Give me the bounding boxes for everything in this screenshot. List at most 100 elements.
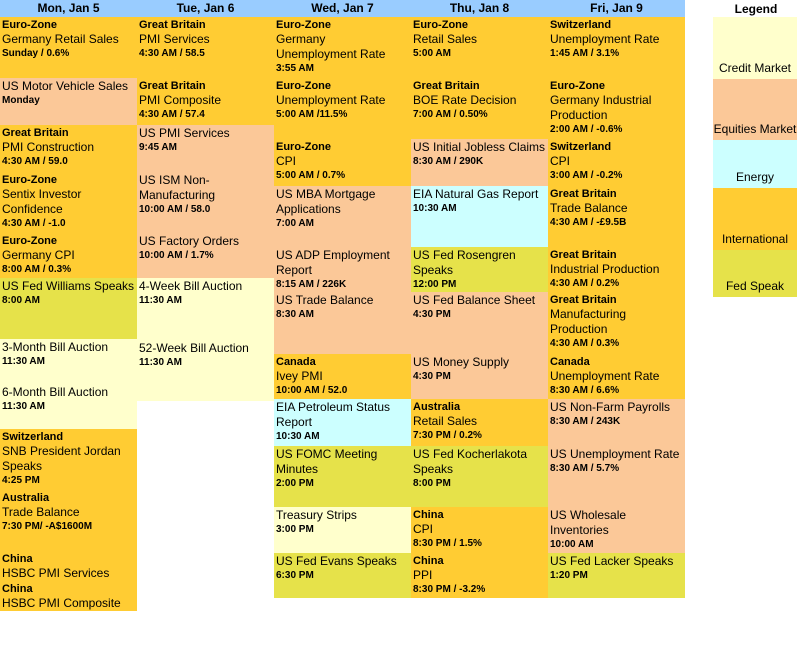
- event-detail: 4:30 AM / 58.5: [139, 48, 205, 59]
- event-title: Trade Balance: [550, 201, 628, 215]
- event-detail: 3:00 AM / -0.2%: [550, 170, 623, 181]
- event-detail: 1:45 AM / 3.1%: [550, 48, 620, 59]
- event-title: CPI: [550, 154, 571, 168]
- event-pmi-construction: Great Britain PMI Construction 4:30 AM / 5…: [0, 125, 137, 172]
- event-country: Euro-Zone: [2, 235, 57, 247]
- day-column-thu: Euro-Zone Retail Sales 5:00 AM Great Britai…: [411, 17, 548, 598]
- event-title: 3-Month Bill Auction: [2, 340, 109, 354]
- event-title: HSBC PMI Services: [2, 566, 110, 580]
- event-title: Unemployment Rate: [276, 93, 386, 107]
- event-us-fed-williams-speaks: US Fed Williams Speaks 8:00 AM: [0, 278, 137, 339]
- event-title: 4-Week Bill Auction: [139, 279, 243, 293]
- event-detail: 3:55 AM: [276, 63, 314, 74]
- legend-title: Legend: [734, 2, 778, 16]
- event-title: US ADP Employment Report: [276, 248, 390, 277]
- event-detail: 4:30 AM / 59.0: [2, 156, 68, 167]
- event-manufacturing-production: Great Britain Manufacturing Production 4:3…: [548, 292, 685, 354]
- event-3-month-bill-auction: 3-Month Bill Auction 11:30 AM: [0, 339, 137, 384]
- event-detail: 4:30 AM / -£9.5B: [550, 217, 627, 228]
- event-title: EIA Natural Gas Report: [413, 187, 539, 201]
- event-country: Great Britain: [139, 19, 206, 31]
- event-title: US Unemployment Rate: [550, 447, 680, 461]
- event-detail: 5:00 AM /11.5%: [276, 109, 348, 120]
- event-detail: 11:30 AM: [139, 295, 182, 306]
- event-detail: 2:00 PM: [276, 478, 314, 489]
- event-detail: 8:00 AM: [2, 295, 40, 306]
- event-us-wholesale-inventories: US Wholesale Inventories 10:00 AM: [548, 507, 685, 553]
- event-country: Great Britain: [550, 294, 617, 306]
- event-detail: 8:00 PM: [413, 478, 451, 489]
- event-country: Switzerland: [550, 19, 612, 31]
- event-title: US Fed Lacker Speaks: [550, 554, 674, 568]
- event-detail: 8:30 PM / 1.5%: [413, 538, 482, 549]
- event-detail: 11:30 AM: [139, 357, 182, 368]
- event-title: US MBA Mortgage Applications: [276, 187, 376, 216]
- event-pmi-composite: Great Britain PMI Composite 4:30 AM / 57.4: [137, 78, 274, 125]
- legend-fed-speak: Fed Speak: [713, 250, 797, 297]
- event-unemployment-rate: Euro-Zone Unemployment Rate 5:00 AM /11.5%: [274, 78, 411, 139]
- event-germany-unemployment-rate: Euro-Zone Germany Unemployment Rate 3:55 A…: [274, 17, 411, 78]
- event-title: Germany Unemployment Rate: [276, 32, 386, 61]
- event-trade-balance: Australia Trade Balance 7:30 PM/ -A$1600M: [0, 490, 137, 551]
- event-detail: 8:30 AM: [276, 309, 314, 320]
- event-title: Unemployment Rate: [550, 32, 660, 46]
- event-us-fed-balance-sheet: US Fed Balance Sheet 4:30 PM: [411, 292, 548, 354]
- event-detail: 4:30 PM: [413, 371, 451, 382]
- event-detail: 10:30 AM: [413, 203, 457, 214]
- event-country: Great Britain: [139, 80, 206, 92]
- legend-energy: Energy: [713, 140, 797, 188]
- day-header-thu: Thu, Jan 8: [411, 0, 548, 17]
- event-treasury-strips: Treasury Strips 3:00 PM: [274, 507, 411, 553]
- event-title: Industrial Production: [550, 262, 660, 276]
- event-title: PMI Composite: [139, 93, 222, 107]
- event-us-trade-balance: US Trade Balance 8:30 AM: [274, 292, 411, 354]
- event-detail: 4:30 AM / 57.4: [139, 109, 205, 120]
- event-germany-cpi: Euro-Zone Germany CPI 8:00 AM / 0.3%: [0, 233, 137, 278]
- event-title: US Factory Orders: [139, 234, 240, 248]
- event-country: Great Britain: [2, 127, 69, 139]
- event-eia-petroleum-status-report: EIA Petroleum Status Report 10:30 AM: [274, 399, 411, 446]
- event-title: Treasury Strips: [276, 508, 357, 522]
- event-title: PPI: [413, 568, 433, 582]
- event-detail: 12:00 PM: [413, 279, 457, 290]
- event-detail: Monday: [2, 95, 40, 106]
- event-title: US Money Supply: [413, 355, 510, 369]
- event-country: Euro-Zone: [2, 19, 57, 31]
- event-title: Germany Retail Sales: [2, 32, 119, 46]
- event-country: Euro-Zone: [550, 80, 605, 92]
- event-country: Switzerland: [550, 141, 612, 153]
- event-detail: 6:30 PM: [276, 570, 314, 581]
- event-pmi-services: Great Britain PMI Services 4:30 AM / 58.5: [137, 17, 274, 78]
- day-column-fri: Switzerland Unemployment Rate 1:45 AM / 3.…: [548, 17, 685, 598]
- event-detail: 4:30 AM / 0.3%: [550, 338, 620, 349]
- event-title: US Wholesale Inventories: [550, 508, 627, 537]
- event-title: PMI Construction: [2, 140, 95, 154]
- event-us-fomc-meeting-minutes: US FOMC Meeting Minutes 2:00 PM: [274, 446, 411, 507]
- event-title: 6-Month Bill Auction: [2, 385, 109, 399]
- event-us-adp-employment-report: US ADP Employment Report 8:15 AM / 226K: [274, 247, 411, 292]
- event-title: US Non-Farm Payrolls: [550, 400, 671, 414]
- event-eia-natural-gas-report: EIA Natural Gas Report 10:30 AM: [411, 186, 548, 247]
- event-detail: 8:00 AM / 0.3%: [2, 264, 72, 275]
- event-us-fed-evans-speaks: US Fed Evans Speaks 6:30 PM: [274, 553, 411, 598]
- event-detail: 1:20 PM: [550, 570, 588, 581]
- event-country: Great Britain: [550, 188, 617, 200]
- event-us-fed-kocherlakota-speaks: US Fed Kocherlakota Speaks 8:00 PM: [411, 446, 548, 507]
- event-unemployment-rate: Switzerland Unemployment Rate 1:45 AM / 3.…: [548, 17, 685, 78]
- event-country: Canada: [550, 356, 590, 368]
- event-country: Euro-Zone: [276, 80, 331, 92]
- event-country: Euro-Zone: [413, 19, 468, 31]
- day-column-tue: Great Britain PMI Services 4:30 AM / 58.5 G…: [137, 17, 274, 401]
- event-germany-retail-sales: Euro-Zone Germany Retail Sales Sunday / 0.…: [0, 17, 137, 78]
- event-detail: Sunday / 0.6%: [2, 48, 70, 59]
- event-cpi: China CPI 8:30 PM / 1.5%: [411, 507, 548, 553]
- event-detail: 8:30 AM / 243K: [550, 416, 621, 427]
- event-detail: 11:30 AM: [2, 401, 45, 412]
- event-detail: 4:30 AM / -1.0: [2, 218, 66, 229]
- event-detail: 5:00 AM / 0.7%: [276, 170, 346, 181]
- event-6-month-bill-auction: 6-Month Bill Auction 11:30 AM: [0, 384, 137, 429]
- event-snb-president-jordan-speaks: Switzerland SNB President Jordan Speaks 4:…: [0, 429, 137, 490]
- event-detail: 10:30 AM: [276, 431, 320, 442]
- event-detail: 10:00 AM / 1.7%: [139, 250, 214, 261]
- event-detail: 4:25 PM: [2, 475, 40, 486]
